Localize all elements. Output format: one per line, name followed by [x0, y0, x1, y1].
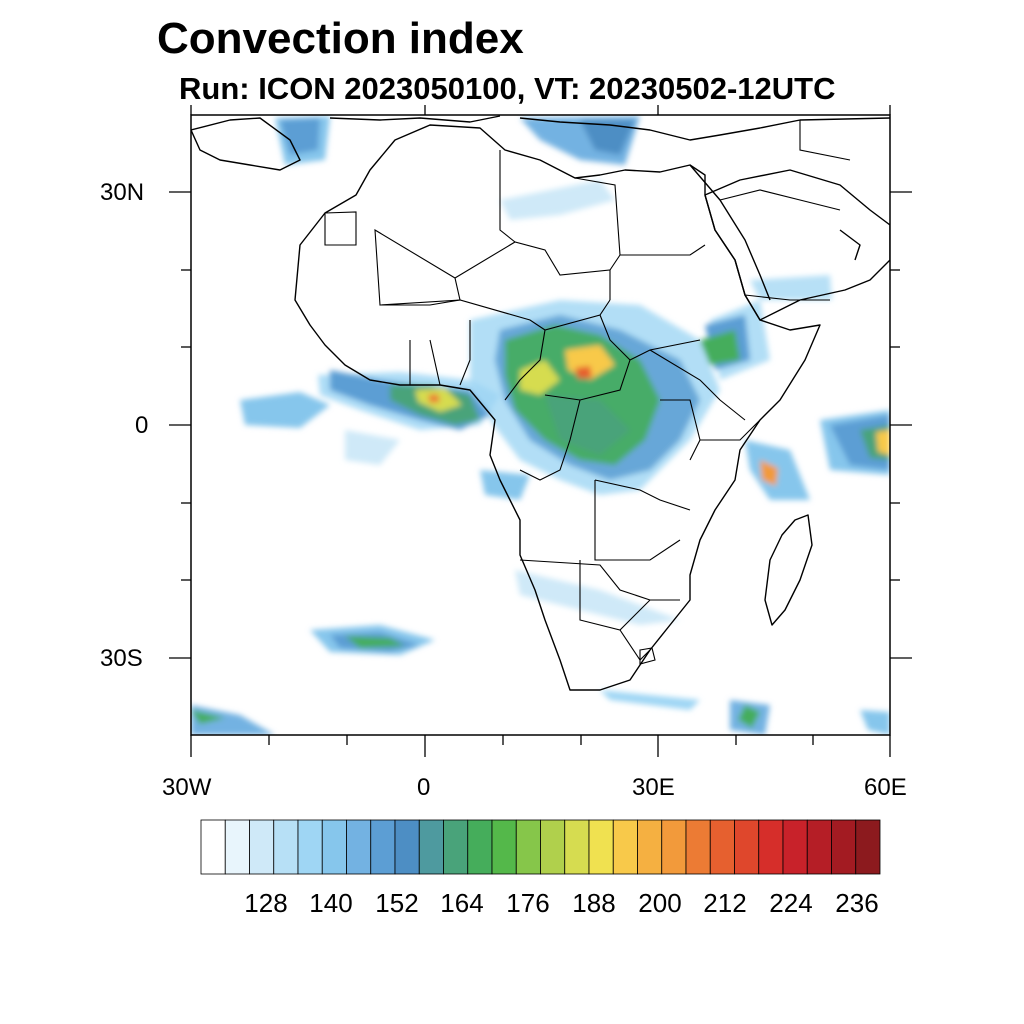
colorbar-swatch — [273, 819, 299, 875]
colorbar-label: 224 — [769, 888, 813, 918]
colorbar-swatch — [418, 819, 444, 875]
colorbar-swatch — [734, 819, 760, 875]
colorbar-label: 188 — [572, 888, 616, 918]
colorbar-swatch — [467, 819, 493, 875]
colorbar-swatch — [564, 819, 590, 875]
country-borders — [324, 120, 851, 665]
lat-label-30n: 30N — [100, 179, 145, 206]
colorbar-label: 152 — [375, 888, 419, 918]
colorbar-swatch — [661, 819, 687, 875]
colorbar-swatch — [394, 819, 420, 875]
colorbar-swatch — [806, 819, 832, 875]
colorbar-swatch — [831, 819, 857, 875]
colorbar-swatch — [346, 819, 372, 875]
colorbar — [200, 819, 881, 875]
colorbar-swatch — [855, 819, 881, 875]
colorbar-swatch — [249, 819, 275, 875]
colorbar-swatch — [443, 819, 469, 875]
lon-label-30e: 30E — [632, 774, 675, 801]
colorbar-swatch — [321, 819, 347, 875]
colorbar-label: 212 — [703, 888, 747, 918]
colorbar-swatch — [224, 819, 250, 875]
colorbar-swatch — [491, 819, 517, 875]
lon-label-60e: 60E — [864, 774, 907, 801]
colorbar-swatch — [200, 819, 226, 875]
colorbar-label: 140 — [309, 888, 353, 918]
colorbar-swatch — [370, 819, 396, 875]
colorbar-swatch — [515, 819, 541, 875]
colorbar-swatch — [709, 819, 735, 875]
lat-label-0: 0 — [135, 412, 149, 439]
coastlines — [191, 115, 890, 691]
colorbar-swatch — [297, 819, 323, 875]
colorbar-swatch — [782, 819, 808, 875]
colorbar-swatch — [612, 819, 638, 875]
colorbar-label: 128 — [244, 888, 288, 918]
colorbar-label: 176 — [506, 888, 550, 918]
colorbar-label: 164 — [440, 888, 484, 918]
colorbar-label: 236 — [835, 888, 879, 918]
colorbar-swatch — [685, 819, 711, 875]
map-plot-area — [191, 115, 890, 735]
lon-label-0: 0 — [417, 774, 431, 801]
colorbar-swatch — [588, 819, 614, 875]
colorbar-label: 200 — [638, 888, 682, 918]
lat-label-30s: 30S — [100, 645, 143, 672]
map-subtitle: Run: ICON 2023050100, VT: 20230502-12UTC — [179, 71, 836, 106]
axis-ticks — [169, 105, 912, 757]
colorbar-swatch — [758, 819, 784, 875]
colorbar-swatch — [637, 819, 663, 875]
lon-label-30w: 30W — [162, 774, 212, 801]
map-title: Convection index — [157, 14, 524, 63]
convection-field — [191, 116, 890, 735]
colorbar-swatch — [540, 819, 566, 875]
